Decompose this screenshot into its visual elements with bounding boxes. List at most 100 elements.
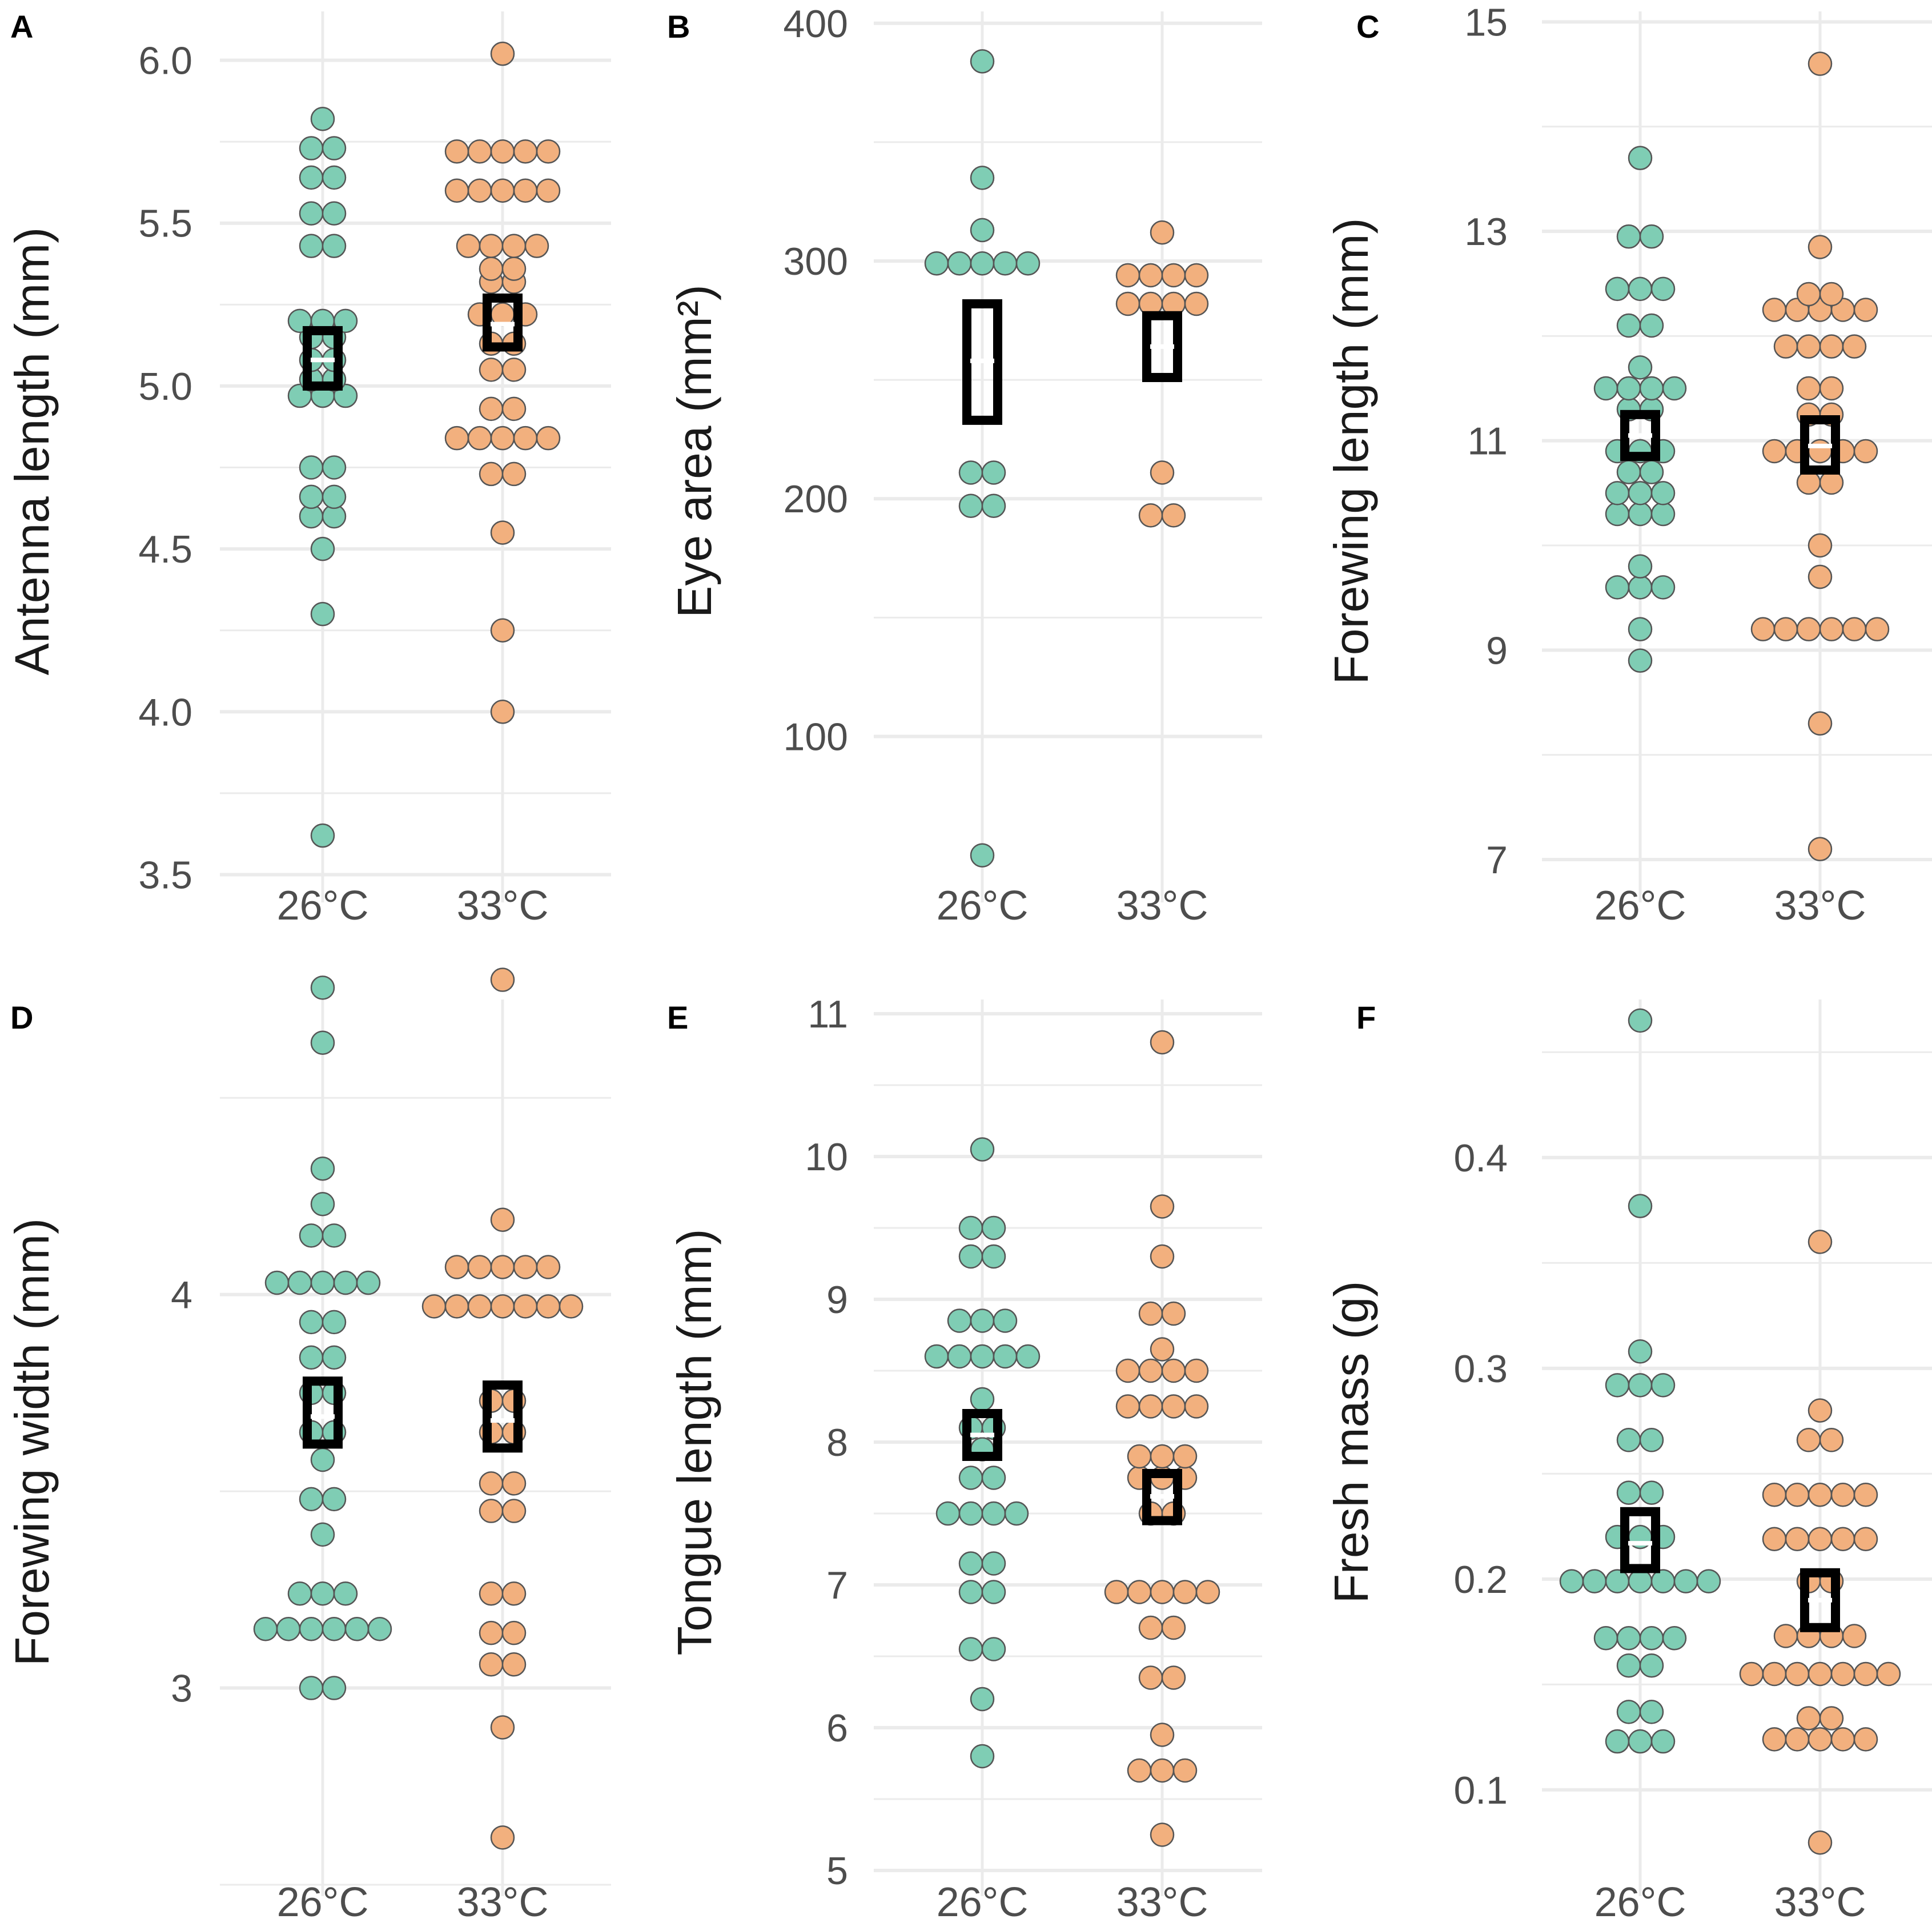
data-point: [1808, 51, 1833, 76]
x-tick-label: 33°C: [1116, 1880, 1208, 1925]
data-point: [1773, 617, 1798, 641]
data-point: [1796, 334, 1821, 359]
data-point: [299, 1487, 324, 1512]
data-point: [479, 1499, 504, 1523]
data-point: [1639, 1653, 1664, 1678]
data-point: [467, 1255, 492, 1279]
data-point: [1616, 1480, 1641, 1505]
data-point: [1628, 1194, 1653, 1218]
data-point: [501, 1652, 527, 1677]
data-point: [1138, 1301, 1163, 1326]
data-point: [1616, 1428, 1641, 1452]
data-point: [1830, 1483, 1855, 1507]
data-point: [1830, 1527, 1855, 1552]
data-point: [1628, 1373, 1653, 1398]
y-tick-label: 8: [826, 1421, 848, 1464]
data-point: [479, 358, 504, 382]
data-point: [1582, 1569, 1607, 1593]
data-point: [1808, 439, 1833, 464]
data-point: [1115, 1394, 1140, 1419]
data-point: [1127, 1444, 1152, 1469]
data-point: [367, 1616, 392, 1641]
data-point: [1785, 1661, 1810, 1687]
data-point: [1830, 1727, 1855, 1752]
data-point: [1628, 355, 1653, 380]
data-point: [1808, 1527, 1833, 1552]
data-point: [993, 1344, 1018, 1369]
data-point: [310, 1447, 335, 1472]
data-point: [970, 251, 995, 276]
y-tick-label: 5.0: [138, 365, 192, 408]
data-point: [970, 166, 995, 190]
mean-se-box: [1800, 415, 1840, 475]
data-point: [501, 461, 527, 487]
data-point: [958, 1466, 983, 1490]
data-point: [1138, 1615, 1163, 1640]
data-point: [1138, 1394, 1163, 1419]
y-tick-label: 3.5: [138, 853, 192, 897]
x-tick-label: 26°C: [277, 1880, 369, 1925]
data-point: [322, 234, 347, 258]
data-point: [1138, 1358, 1163, 1383]
data-point: [1150, 1758, 1175, 1783]
data-point: [1808, 1230, 1833, 1254]
data-point: [1773, 334, 1798, 359]
data-point: [322, 484, 347, 509]
data-point: [1662, 376, 1687, 401]
data-point: [970, 49, 995, 74]
data-point: [1015, 1344, 1041, 1369]
data-point: [1628, 481, 1653, 505]
data-point: [970, 843, 995, 868]
data-point: [467, 425, 492, 451]
data-point: [536, 1255, 561, 1279]
data-point: [1762, 1661, 1787, 1687]
panel-tag-c: C: [1356, 9, 1379, 45]
data-point: [970, 1744, 995, 1769]
data-point: [501, 1471, 527, 1496]
data-point: [1819, 617, 1844, 641]
data-point: [490, 967, 515, 992]
data-point: [513, 425, 538, 451]
data-point: [1650, 481, 1676, 505]
data-point: [1808, 235, 1833, 259]
data-point: [981, 1215, 1006, 1240]
data-point: [958, 460, 983, 485]
data-point: [1150, 1444, 1175, 1469]
data-point: [479, 256, 504, 281]
y-tick-label: 0.3: [1453, 1347, 1508, 1391]
data-point: [1796, 617, 1821, 641]
data-point: [310, 823, 335, 848]
data-point: [970, 218, 995, 243]
data-point: [1184, 1358, 1209, 1383]
data-point: [444, 1255, 469, 1279]
data-point: [467, 1294, 492, 1319]
data-point: [1559, 1569, 1584, 1593]
data-point: [1628, 617, 1653, 641]
data-point: [1639, 1625, 1664, 1651]
data-point: [981, 1501, 1006, 1526]
data-point: [1650, 1373, 1676, 1398]
data-point: [1762, 439, 1787, 464]
data-point: [299, 1616, 324, 1641]
data-point: [1785, 1727, 1810, 1752]
data-point: [310, 601, 335, 627]
data-point: [1639, 313, 1664, 338]
data-point: [1172, 1758, 1198, 1783]
data-point: [467, 139, 492, 164]
data-point: [970, 1387, 995, 1412]
x-tick-label: 26°C: [1594, 1880, 1686, 1925]
data-point: [1639, 376, 1664, 401]
data-point: [1853, 1483, 1878, 1507]
data-point: [513, 1294, 538, 1319]
data-point: [1161, 503, 1186, 528]
data-point: [1819, 282, 1844, 307]
data-point: [524, 234, 549, 258]
y-tick-label: 400: [784, 2, 848, 46]
y-tick-label: 300: [784, 240, 848, 283]
y-tick-label: 10: [805, 1135, 848, 1179]
x-tick-label: 33°C: [457, 883, 549, 929]
data-point: [1808, 533, 1833, 558]
mean-se-box: [962, 299, 1002, 425]
data-point: [1195, 1580, 1220, 1604]
data-point: [1785, 1483, 1810, 1507]
